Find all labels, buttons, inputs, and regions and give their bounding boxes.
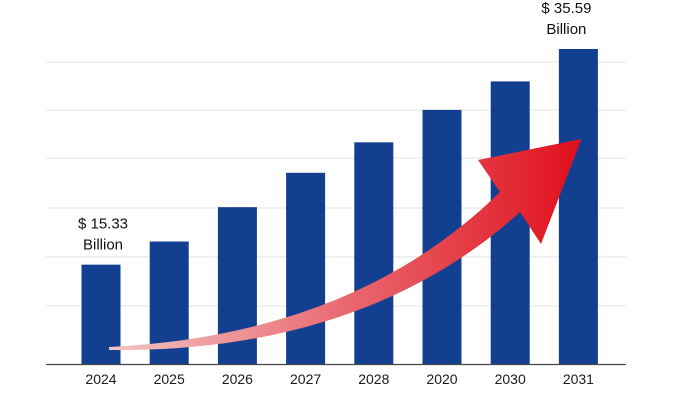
x-axis-tick-labels: 2024 2025 2026 2027 2028 2020 2030 2031: [85, 371, 594, 387]
bar-2028: [354, 142, 394, 364]
x-tick-label: 2026: [222, 371, 253, 387]
annotation-value-2024: $ 15.33: [78, 216, 128, 233]
bar-2027: [286, 172, 326, 364]
annotation-value-2031: $ 35.59: [541, 0, 591, 17]
annotation-unit-2031: Billion: [546, 21, 586, 38]
x-tick-label: 2025: [154, 371, 185, 387]
annotation-unit-2024: Billion: [83, 237, 123, 254]
trend-arrow: [109, 139, 582, 351]
trend-arrow-icon: [109, 139, 582, 351]
x-tick-label: 2027: [290, 371, 321, 387]
bar-2031: [558, 49, 598, 364]
x-tick-label: 2028: [358, 371, 389, 387]
x-tick-label: 2020: [426, 371, 457, 387]
x-tick-label: 2024: [85, 371, 116, 387]
x-tick-label: 2031: [563, 371, 594, 387]
value-annotations: $ 15.33 Billion $ 35.59 Billion: [78, 0, 591, 254]
x-tick-label: 2030: [495, 371, 526, 387]
